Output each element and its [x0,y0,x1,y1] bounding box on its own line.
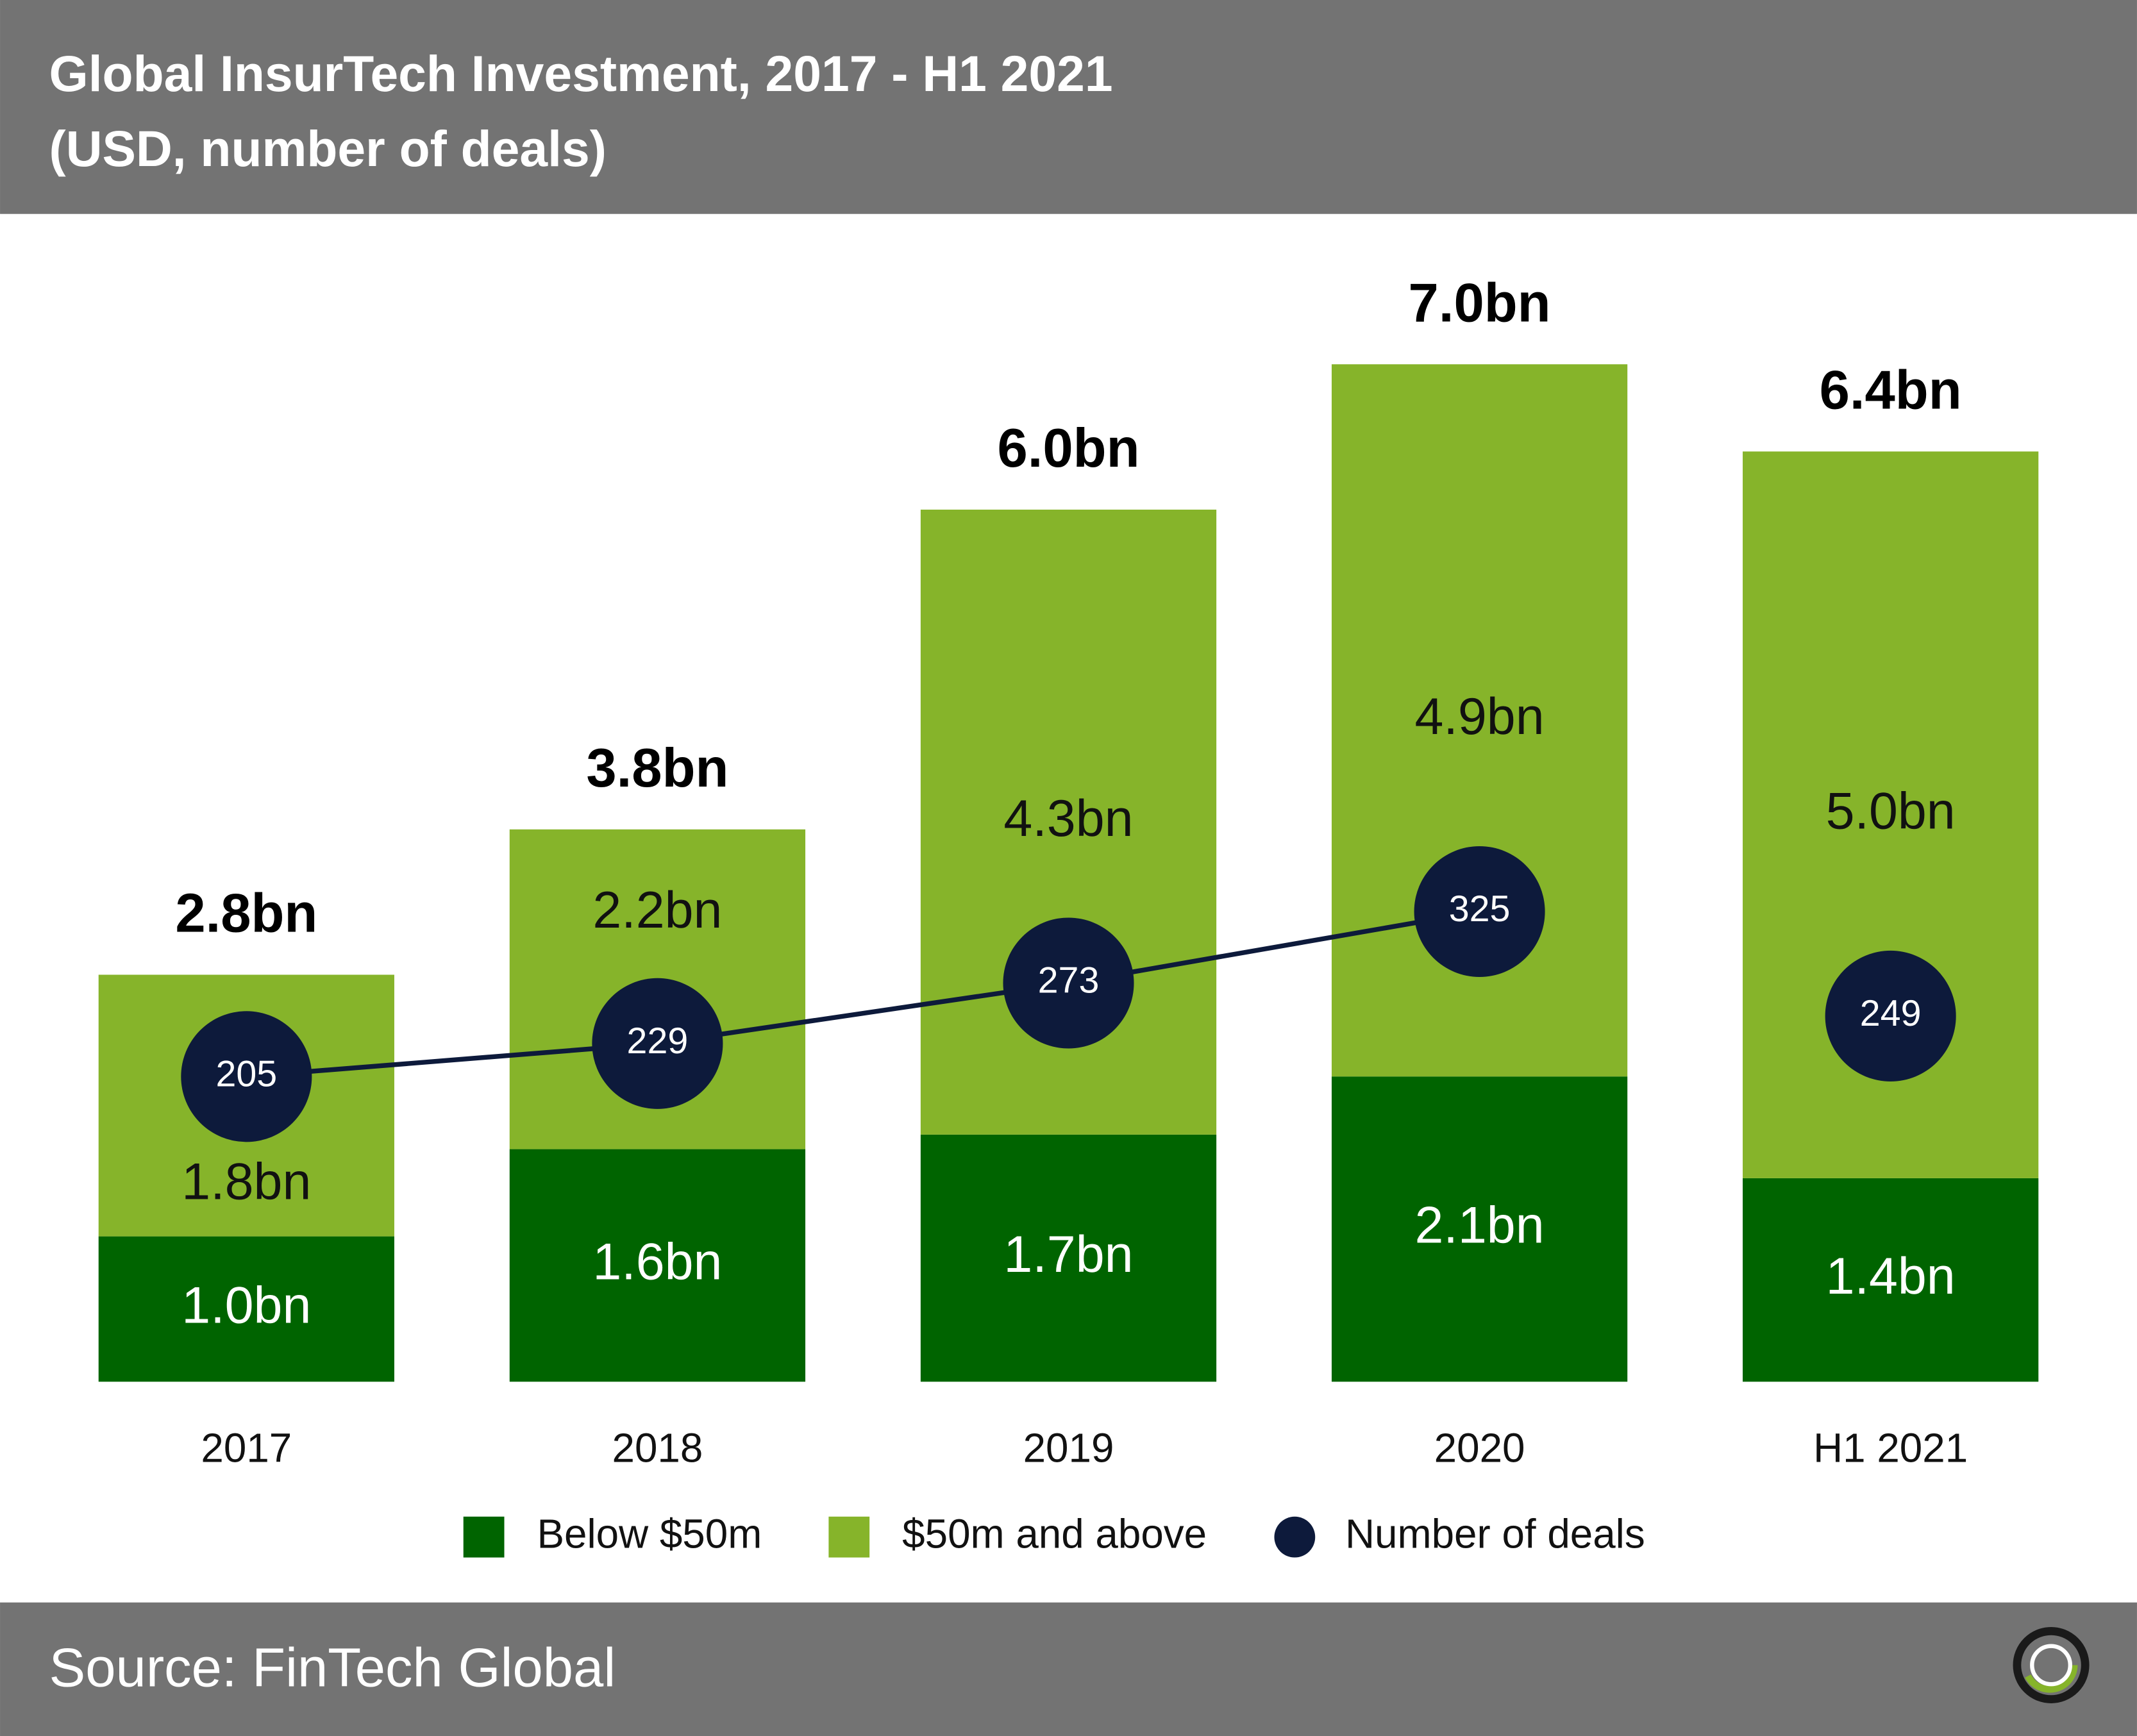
x-tick-label: 2020 [1434,1425,1525,1471]
bar-segment [98,1236,394,1382]
total-label: 2.8bn [175,883,317,944]
bar-segment [1331,1076,1628,1382]
value-label: 1.8bn [181,1153,311,1211]
legend-swatch [463,1516,505,1558]
x-tick-label: 2018 [612,1425,703,1471]
value-label: 5.0bn [1826,782,1956,840]
deal-marker [592,978,723,1109]
legend-label: Below $50m [537,1511,762,1557]
deal-marker [1003,917,1134,1049]
bar-segment [920,1134,1217,1382]
legend-label: $50m and above [902,1511,1207,1557]
value-label: 4.3bn [1003,790,1133,847]
total-label: 3.8bn [586,738,728,799]
footer-band [0,1602,2137,1736]
bar-segment [509,1149,806,1382]
deal-marker [181,1011,312,1142]
deal-marker [1825,950,1956,1081]
total-label: 7.0bn [1409,272,1551,333]
deal-label: 325 [1449,889,1511,930]
x-tick-label: 2019 [1023,1425,1114,1471]
value-label: 1.4bn [1826,1248,1956,1305]
value-label: 4.9bn [1415,688,1545,746]
deal-label: 205 [215,1053,277,1094]
legend-swatch [1274,1516,1316,1558]
chart-subtitle: (USD, number of deals) [49,121,607,177]
deal-label: 249 [1860,993,1922,1034]
chart-title: Global InsurTech Investment, 2017 - H1 2… [49,46,1113,102]
logo [2013,1626,2090,1703]
x-tick-label: H1 2021 [1813,1425,1968,1471]
deal-marker [1414,846,1545,978]
deals-line [246,909,1480,1080]
deal-label: 229 [627,1021,689,1062]
value-label: 1.6bn [592,1233,722,1290]
total-label: 6.0bn [997,418,1139,479]
legend-label: Number of deals [1345,1511,1645,1557]
x-tick-label: 2017 [201,1425,292,1471]
value-label: 1.7bn [1003,1226,1133,1283]
header-band [0,0,2137,214]
legend-swatch [828,1516,870,1558]
source: Source: FinTech Global [49,1638,616,1699]
value-label: 2.2bn [592,881,722,939]
bar-segment [1743,1178,2039,1382]
value-label: 1.0bn [181,1276,311,1334]
value-label: 2.1bn [1415,1197,1545,1255]
total-label: 6.4bn [1820,360,1962,421]
deal-label: 273 [1038,960,1100,1001]
